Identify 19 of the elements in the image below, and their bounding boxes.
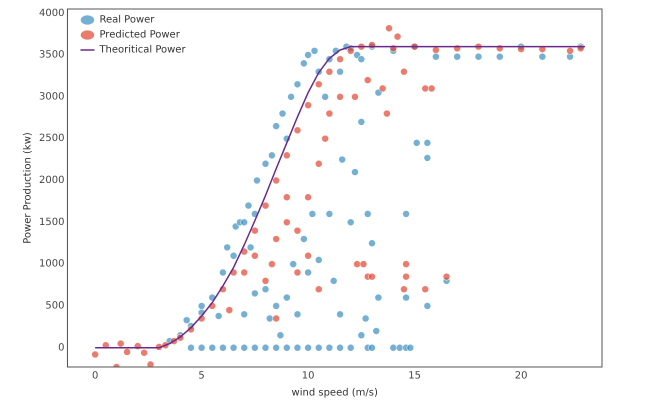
y-tick-label: 2500 <box>38 133 64 144</box>
x-tick-label: 0 <box>92 370 98 382</box>
x-tick-label: 20 <box>514 370 528 382</box>
y-tick-label: 1500 <box>38 216 64 228</box>
y-axis-title: Power Production (kw) <box>22 132 34 244</box>
x-tick-label: 15 <box>408 370 421 382</box>
y-tick-label: 2000 <box>38 175 64 186</box>
y-tick-label: 1000 <box>38 258 64 270</box>
y-tick-label: 0 <box>58 342 64 354</box>
y-tick-label: 4000 <box>38 8 64 19</box>
legend-label: Real Power <box>99 14 156 26</box>
x-tick-label: 5 <box>198 370 205 382</box>
y-tick-label: 500 <box>45 300 64 312</box>
y-tick-label: 3000 <box>38 91 64 102</box>
x-axis-title: wind speed (m/s) <box>292 388 378 399</box>
x-tick-label: 10 <box>302 370 314 382</box>
y-tick-label: 3500 <box>38 50 64 61</box>
legend-label: Theoritical Power <box>98 44 186 56</box>
legend-label: Predicted Power <box>99 30 181 41</box>
